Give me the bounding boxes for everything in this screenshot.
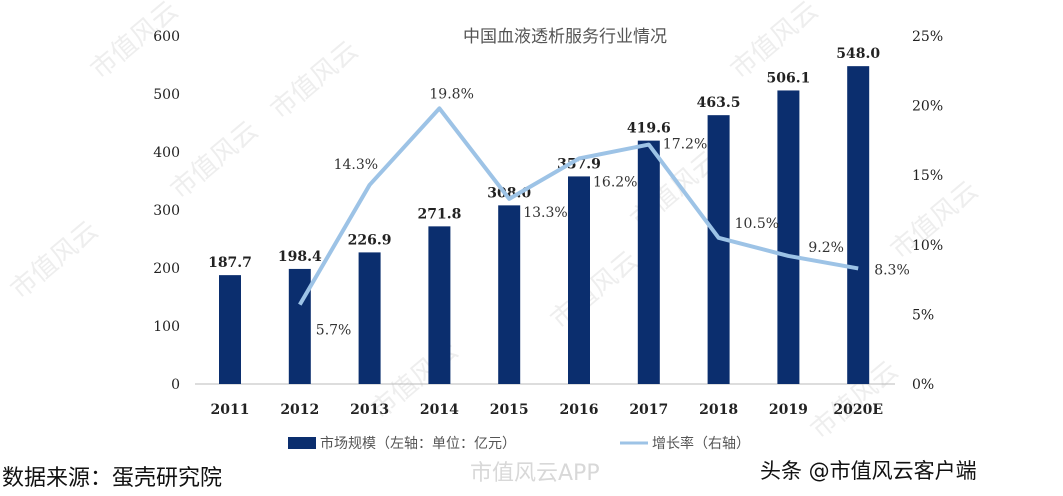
x-tick-label: 2019 xyxy=(769,402,808,418)
legend-label-line: 增长率（右轴） xyxy=(652,435,750,452)
bar-2016 xyxy=(568,176,590,384)
x-tick-label: 2012 xyxy=(280,402,319,418)
watermark-tile: 市值风云 xyxy=(5,216,104,306)
bar-2019 xyxy=(777,90,800,384)
x-tick-label: 2011 xyxy=(211,402,250,418)
bar-data-label: 308.0 xyxy=(487,185,531,201)
left-tick-label: 400 xyxy=(153,145,180,161)
bar-data-label: 548.0 xyxy=(836,46,880,62)
left-tick-label: 300 xyxy=(153,203,180,219)
x-axis: 2011 2012 2013 2014 2015 2016 2017 2018 2019 2020… xyxy=(195,383,895,418)
bar-2018 xyxy=(707,115,730,385)
watermark-toutiao: 头条 @市值风云客户端 xyxy=(760,459,977,483)
x-tick-label: 2013 xyxy=(350,402,389,418)
watermark-tile: 市值风云 xyxy=(165,116,264,206)
right-tick-label: 25% xyxy=(912,29,943,45)
bar-data-label: 419.6 xyxy=(627,121,671,137)
right-axis: 0% 5% 10% 15% 20% 25% xyxy=(912,29,943,393)
bar-data-label: 226.9 xyxy=(348,232,392,248)
left-tick-label: 200 xyxy=(153,261,180,277)
growth-line-series: 5.7% 14.3% 19.8% 13.3% 16.2% 17.2% 10.5% 9.2% 8.… xyxy=(298,86,910,339)
growth-data-label: 9.2% xyxy=(808,240,844,256)
bar-data-label: 506.1 xyxy=(766,70,810,86)
bar-2011 xyxy=(219,275,241,384)
growth-data-label: 16.2% xyxy=(593,174,637,190)
right-tick-label: 5% xyxy=(912,307,934,323)
x-tick-label: 2014 xyxy=(420,402,459,418)
legend: 市场规模（左轴：单位：亿元） 增长率（右轴） xyxy=(288,435,750,452)
growth-data-label: 13.3% xyxy=(523,205,567,221)
bar-2020E xyxy=(847,66,870,384)
growth-data-label: 5.7% xyxy=(316,323,352,339)
bar-data-label: 271.8 xyxy=(417,206,461,222)
left-tick-label: 500 xyxy=(153,87,180,103)
bar-2013 xyxy=(358,252,381,384)
right-tick-label: 0% xyxy=(912,377,934,393)
watermark-tile: 市值风云 xyxy=(265,36,364,126)
x-tick-label: 2017 xyxy=(629,402,668,418)
legend-label-bar: 市场规模（左轴：单位：亿元） xyxy=(320,435,516,452)
x-tick-label: 2018 xyxy=(699,402,738,418)
growth-data-label: 19.8% xyxy=(429,86,473,102)
watermark-tile: 市值风云 xyxy=(545,246,644,336)
source-note: 数据来源：蛋壳研究院 xyxy=(2,466,223,491)
right-tick-label: 20% xyxy=(912,99,943,115)
bar-2015 xyxy=(498,205,521,384)
bar-data-label: 357.9 xyxy=(557,156,601,172)
growth-data-label: 14.3% xyxy=(334,157,378,173)
x-tick-label: 2015 xyxy=(490,402,529,418)
legend-swatch-bar xyxy=(288,437,316,449)
bar-data-label: 198.4 xyxy=(278,249,322,265)
x-tick-label: 2016 xyxy=(560,402,599,418)
right-tick-label: 15% xyxy=(912,168,943,184)
left-tick-label: 0 xyxy=(171,377,180,393)
chart-title: 中国血液透析服务行业情况 xyxy=(463,27,667,47)
x-tick-label: 2020E xyxy=(833,402,883,418)
left-tick-label: 100 xyxy=(153,319,180,335)
growth-data-label: 17.2% xyxy=(663,137,707,153)
left-axis: 0 100 200 300 400 500 600 xyxy=(153,29,180,393)
bar-data-label: 187.7 xyxy=(208,255,252,271)
right-tick-label: 10% xyxy=(912,238,943,254)
left-tick-label: 600 xyxy=(153,29,180,45)
bar-2014 xyxy=(428,226,451,384)
watermark-app: 市值风云APP xyxy=(470,461,600,486)
bar-series: 187.7 198.4 226.9 271.8 308.0 357.9 419.6 463.5… xyxy=(208,46,880,385)
bar-2012 xyxy=(288,268,311,384)
bar-data-label: 463.5 xyxy=(697,95,741,111)
bar-2017 xyxy=(637,140,660,384)
growth-data-label: 10.5% xyxy=(735,216,779,232)
growth-data-label: 8.3% xyxy=(874,262,910,278)
